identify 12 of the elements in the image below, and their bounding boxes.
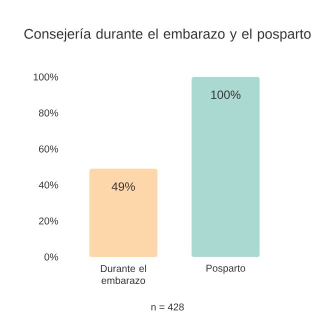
data-label: 49% [112,182,135,191]
y-tick-label: 0% [44,253,58,261]
y-tick-label: 20% [39,217,58,225]
y-tick-label: 80% [38,109,58,117]
data-label: 100% [211,90,240,99]
x-tick-label: Posparto [206,264,246,274]
chart-title: Consejería durante el embarazo y el posparto [24,28,311,42]
y-tick-label: 100% [34,73,58,81]
x-tick-label: Durante el embarazo [100,264,146,284]
y-tick-label: 60% [39,145,58,153]
y-tick-label: 40% [38,181,58,189]
text: n = 428 [151,303,184,311]
